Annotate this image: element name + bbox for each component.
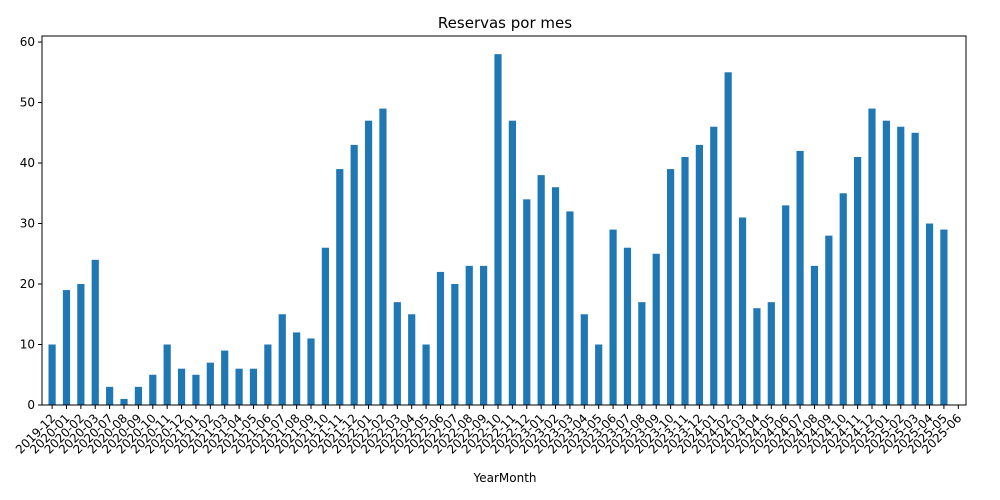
bar [753,308,761,405]
bar [249,368,258,405]
bar [710,126,718,405]
bar [134,386,142,405]
bar [825,235,833,405]
bar [566,211,574,405]
bar [882,120,890,405]
bar [638,302,646,405]
bar [336,169,344,405]
x-axis: 2019-122020-012020-022020-032020-072020-… [13,405,964,457]
bar [940,229,948,405]
bar [537,175,545,405]
bar [580,314,588,405]
bar [767,302,775,405]
bar [782,205,790,405]
bar [235,368,243,405]
bar [925,223,934,405]
y-tick-label: 10 [20,338,35,352]
bar [293,332,301,405]
y-tick-label: 40 [20,156,35,170]
bar [523,199,531,405]
bar [451,284,459,405]
bar [278,314,286,405]
y-tick-label: 30 [20,217,35,231]
bar [738,217,747,405]
bar [393,302,401,405]
y-tick-label: 20 [20,277,35,291]
bar [120,398,128,405]
bar [321,247,329,405]
plot-frame [41,35,967,406]
bar [177,368,186,405]
chart-title: Reservas por mes [438,14,572,32]
bar [163,344,171,405]
bar [48,344,56,405]
bar [810,265,819,405]
bar [379,108,387,406]
bar [106,386,114,405]
bar [364,120,373,405]
bar [436,271,445,405]
bar [897,126,905,405]
bar [551,187,560,405]
bar [868,108,876,406]
bar [911,132,919,406]
bar [681,156,689,405]
bar [695,144,703,405]
bar [149,374,157,405]
bar [206,362,214,405]
y-tick-label: 0 [27,398,35,412]
bar [350,144,358,405]
bar [839,193,847,405]
bar [408,314,416,405]
bar [667,169,675,405]
bar [465,265,473,405]
bar [62,290,71,405]
bar [796,150,804,405]
y-tick-label: 60 [20,35,35,49]
bar [480,265,488,405]
x-axis-label: YearMonth [472,471,536,485]
bar [77,284,85,405]
bar [221,350,229,405]
bar [494,54,502,405]
bar [422,344,430,405]
bar [595,344,603,405]
bar [609,229,617,405]
bar [91,259,99,405]
bars [48,54,948,406]
bar [652,253,660,405]
y-tick-label: 50 [20,96,35,110]
bar [854,156,862,405]
bar [623,247,632,405]
bar [264,344,272,405]
y-axis: 0 10 20 30 40 50 60 [20,35,42,412]
bar [508,120,516,405]
bar [192,374,200,405]
bar [724,72,732,406]
bar [307,338,315,405]
